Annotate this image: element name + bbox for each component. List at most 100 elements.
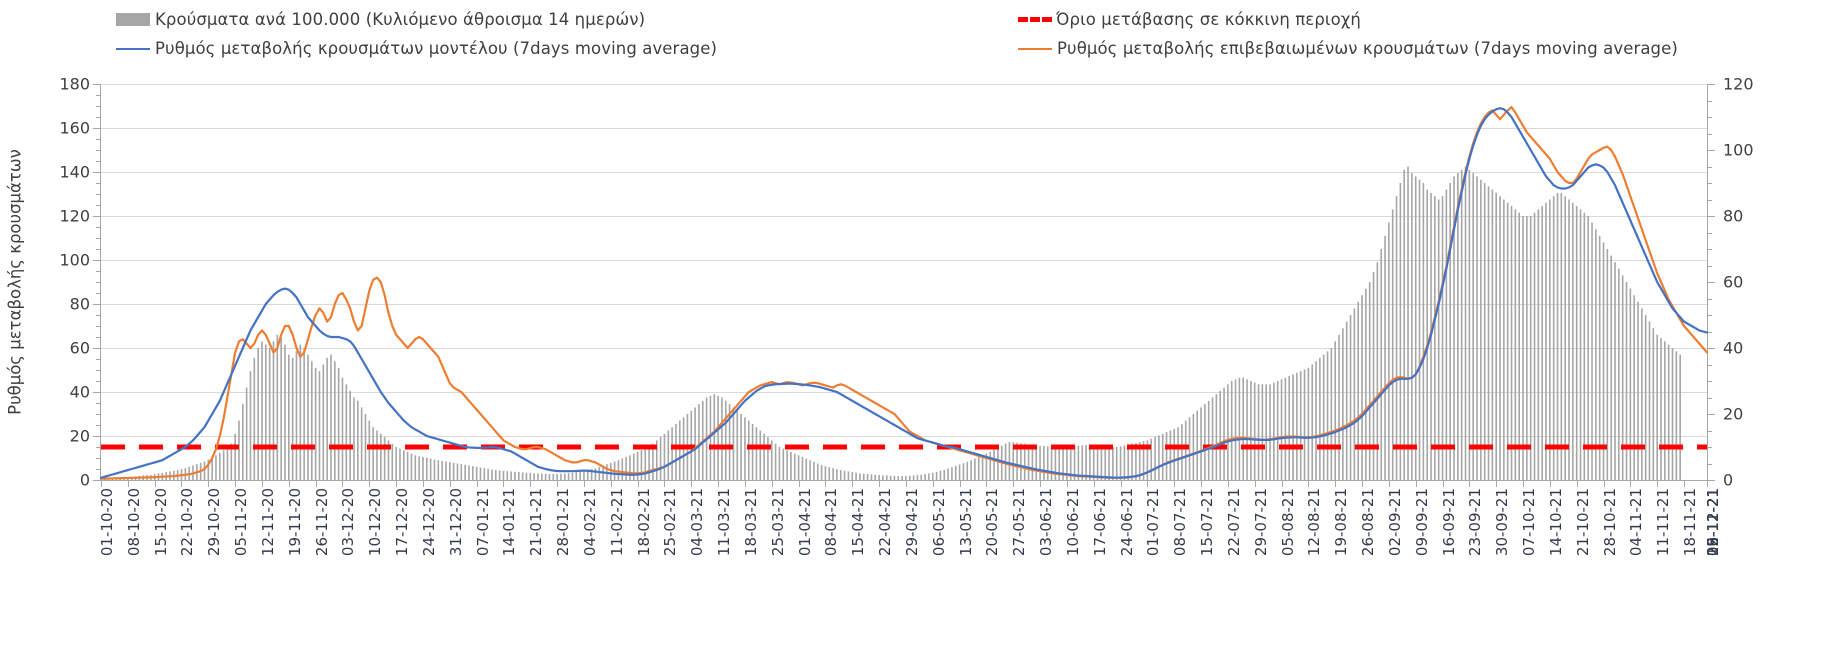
bar	[303, 348, 305, 480]
legend-item-model-line[interactable]: Ρυθμός μεταβολής κρουσμάτων μοντέλου (7d…	[116, 39, 717, 58]
bar	[514, 471, 516, 480]
y-tick-left	[96, 458, 100, 459]
bar	[414, 455, 417, 480]
bar	[1575, 206, 1578, 480]
x-tick	[1707, 480, 1708, 487]
bar	[636, 451, 639, 480]
bar	[483, 468, 486, 480]
bar	[709, 395, 712, 480]
bar	[1181, 423, 1183, 480]
bar	[981, 455, 984, 480]
bar	[1046, 446, 1049, 480]
y-tick-left	[96, 150, 100, 151]
legend-item-confirmed-line[interactable]: Ρυθμός μεταβολής επιβεβαιωμένων κρουσμάτ…	[1018, 39, 1678, 58]
bar	[632, 453, 635, 480]
bar	[870, 474, 873, 480]
legend-item-cases-bars[interactable]: Κρούσματα ανά 100.000 (Κυλιόμενο άθροισμ…	[116, 10, 645, 29]
bar	[1533, 212, 1536, 480]
bar	[1315, 361, 1317, 480]
bar	[824, 466, 827, 480]
bar	[1319, 357, 1321, 480]
x-axis-tick-label: 18-03-21	[741, 488, 760, 557]
bar	[843, 470, 846, 480]
bar	[736, 410, 739, 480]
bar	[1629, 288, 1632, 480]
bar	[1472, 173, 1474, 480]
bar	[989, 451, 992, 480]
x-tick	[1362, 480, 1364, 487]
bar	[1495, 192, 1497, 480]
bar	[1633, 295, 1635, 480]
bar	[1587, 216, 1589, 480]
bar	[1089, 445, 1091, 480]
bar	[1276, 381, 1279, 480]
bar	[357, 400, 359, 480]
x-axis-tick-label: 29-04-21	[902, 488, 921, 557]
bar	[1330, 348, 1333, 480]
bar	[1177, 427, 1179, 480]
x-axis-tick-label: 23-12-21	[1704, 488, 1722, 557]
bar	[1023, 443, 1026, 480]
y-tick-right	[1708, 298, 1712, 300]
x-tick	[610, 480, 612, 487]
y-tick-right	[1708, 381, 1712, 382]
x-tick	[342, 480, 344, 487]
bar	[1050, 446, 1053, 480]
legend-item-threshold[interactable]: Όριο μετάβασης σε κόκκινη περιοχή	[1018, 10, 1361, 29]
x-tick	[798, 480, 800, 487]
y-axis-right-tick-label: 40	[1723, 338, 1744, 358]
bar	[1526, 216, 1528, 480]
bar	[341, 377, 344, 480]
bar	[1591, 222, 1593, 480]
bar	[939, 470, 942, 480]
x-axis-tick-label: 21-01-21	[527, 488, 546, 557]
bar	[1518, 212, 1520, 480]
bar	[1020, 443, 1022, 480]
y-axis-right-tick-label: 80	[1723, 206, 1744, 226]
bar	[1334, 341, 1337, 480]
y-tick-left	[96, 238, 100, 239]
x-tick	[986, 480, 988, 487]
bar	[219, 452, 221, 480]
y-tick-right	[1708, 133, 1712, 135]
x-tick	[101, 480, 102, 487]
bar	[1322, 354, 1325, 480]
bar	[265, 344, 267, 480]
bar	[1449, 183, 1451, 480]
bar	[1081, 445, 1084, 480]
y-tick-left	[93, 216, 100, 217]
bar	[1027, 444, 1030, 480]
bar	[977, 456, 980, 480]
bar	[790, 451, 792, 480]
bar	[1265, 384, 1268, 480]
y-tick-right	[1708, 414, 1715, 415]
x-tick	[1040, 480, 1042, 487]
bar	[299, 344, 302, 480]
x-tick	[959, 480, 961, 487]
x-tick	[664, 480, 666, 487]
bar	[268, 348, 271, 480]
bar	[1261, 384, 1264, 480]
bar	[1253, 382, 1256, 480]
y-tick-left	[96, 183, 100, 184]
bar	[1058, 447, 1061, 480]
x-axis-tick-label: 29-07-21	[1251, 488, 1270, 557]
y-tick-right	[1708, 463, 1712, 465]
bar	[625, 456, 627, 480]
x-axis-tick-label: 16-09-21	[1439, 488, 1458, 557]
bar	[1480, 179, 1482, 480]
x-tick	[1576, 480, 1578, 487]
y-tick-left	[93, 392, 100, 393]
y-tick-left	[93, 436, 100, 437]
bar	[1453, 176, 1455, 480]
bar	[330, 354, 332, 480]
x-tick	[449, 480, 451, 487]
bar	[1112, 447, 1114, 480]
bar	[1595, 229, 1597, 480]
y-tick-left	[93, 84, 100, 85]
bar	[885, 475, 888, 480]
y-tick-right	[1708, 430, 1712, 432]
bar	[445, 461, 447, 480]
bar	[517, 472, 520, 480]
bar	[763, 433, 765, 480]
